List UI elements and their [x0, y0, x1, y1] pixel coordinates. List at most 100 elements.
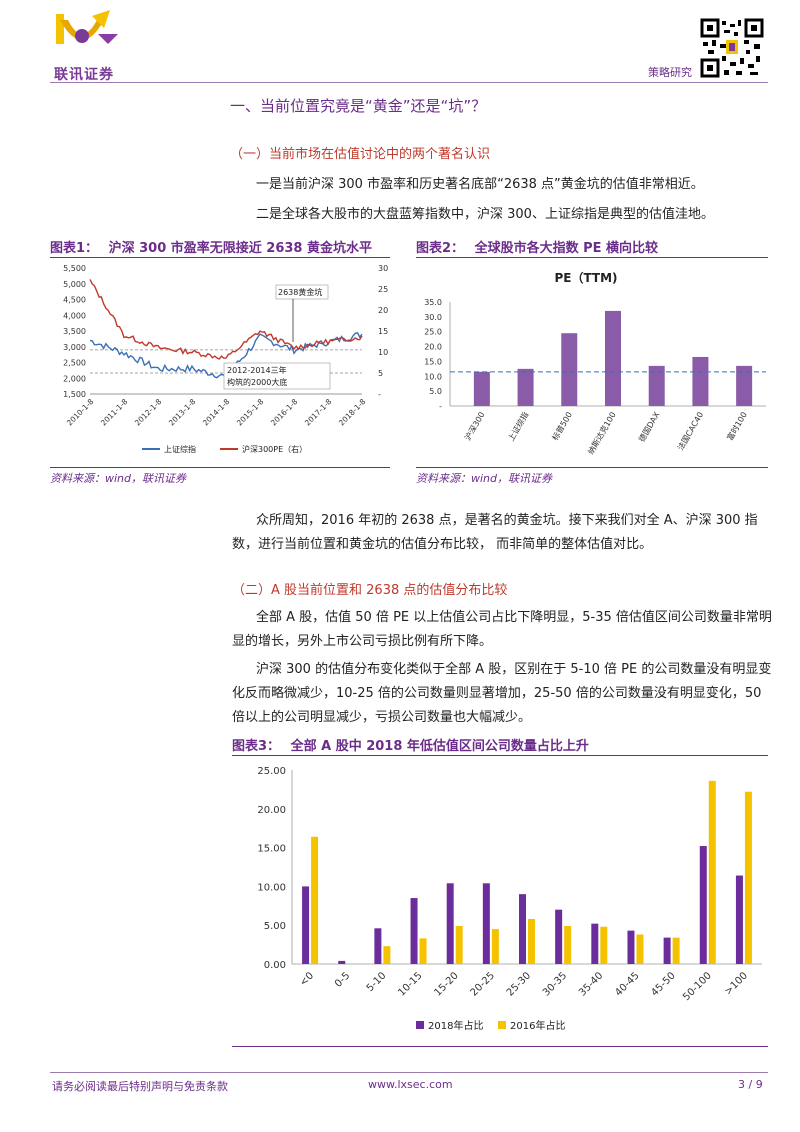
logo-mark-icon: [56, 10, 118, 44]
y-right-tick-label: 30: [378, 264, 388, 273]
bar: [561, 333, 578, 406]
legend-label: 2018年占比: [428, 1019, 483, 1032]
bar-2018: [699, 846, 707, 964]
y-tick-label: 15.0: [424, 357, 442, 366]
bar-2018: [374, 928, 382, 964]
bar-2016: [491, 929, 499, 964]
bar-2016: [636, 934, 644, 964]
paragraph: 全部 A 股，估值 50 倍 PE 以上估值公司占比下降明显，5-35 倍估值区…: [232, 610, 772, 649]
y-right-tick-label: 10: [378, 348, 388, 357]
subsection-title-1: （一）当前市场在估值讨论中的两个著名认识: [230, 147, 491, 162]
x-tick-label: 20-25: [469, 970, 497, 998]
y-tick-label: 5.0: [429, 387, 442, 396]
figure-1-label: 图表1：: [50, 241, 99, 256]
x-tick-label: 30-35: [541, 970, 569, 998]
bar-2018: [446, 883, 454, 964]
bar-2018: [410, 898, 418, 964]
bar-2016: [600, 926, 608, 964]
x-tick-label: 0-5: [333, 970, 352, 989]
figure-3-rule-bottom: [232, 1046, 768, 1047]
footer-disclaimer[interactable]: 请务必阅读最后特别声明与免责条款: [52, 1080, 228, 1093]
y-tick-label: 30.0: [424, 313, 442, 322]
bar-2016: [564, 925, 572, 964]
x-tick-label: 沪深300: [462, 410, 486, 442]
figure-1-source: 资料来源：wind，联讯证券: [50, 472, 187, 485]
y-right-tick-label: 25: [378, 285, 388, 294]
x-tick-label: 富时100: [725, 410, 749, 442]
y-tick-label: 15.00: [257, 844, 286, 855]
bar-2018: [338, 960, 346, 964]
bar-2018: [302, 886, 310, 964]
figure-1-title: 图表1： 沪深 300 市盈率无限接近 2638 黄金坑水平: [50, 237, 372, 256]
y-tick-label: 10.00: [257, 882, 286, 893]
bar-2016: [455, 925, 463, 964]
legend-swatch: [498, 1021, 506, 1029]
y-left-tick-label: 2,500: [63, 359, 86, 368]
figure-3-rule: [232, 755, 768, 756]
y-tick-label: 5.00: [264, 921, 286, 932]
annotation-box: [275, 284, 329, 300]
qr-code-icon: [700, 18, 764, 78]
x-tick-label: 2015-1-8: [235, 397, 266, 428]
y-left-tick-label: 4,000: [63, 311, 86, 320]
bar-2018: [555, 909, 563, 964]
bar-2016: [528, 918, 535, 964]
annotation-box: [223, 362, 331, 390]
figure-2-rule-bottom: [416, 467, 768, 468]
bar-2016: [383, 946, 391, 964]
y-tick-label: 20.0: [424, 343, 442, 352]
bar: [605, 310, 621, 406]
bar: [736, 365, 753, 406]
chart-title: PE（TTM): [554, 270, 617, 285]
x-tick-label: 45-50: [649, 970, 677, 998]
paragraph: 沪深 300 的估值分布变化类似于全部 A 股，区别在于 5-10 倍 PE 的…: [232, 662, 772, 725]
x-tick-label: 2018-1-8: [337, 397, 368, 428]
bar-2018: [663, 937, 671, 964]
y-left-tick-label: 5,000: [63, 280, 86, 289]
x-tick-label: <0: [298, 970, 316, 988]
logo: [52, 10, 122, 65]
legend-label: 2016年占比: [510, 1019, 565, 1032]
x-tick-label: 2010-1-8: [65, 397, 96, 428]
y-tick-label: 35.0: [424, 298, 442, 307]
x-tick-label: 50-100: [681, 970, 714, 1003]
figure-1-caption: 沪深 300 市盈率无限接近 2638 黄金坑水平: [108, 241, 372, 256]
figure-2-caption: 全球股市各大指数 PE 横向比较: [474, 241, 659, 256]
legend-swatch: [416, 1021, 424, 1029]
footer-divider: [50, 1072, 768, 1073]
bar-2018: [591, 923, 599, 964]
figure-2-rule: [416, 257, 768, 258]
figure-1-rule: [50, 257, 390, 258]
figure-1-chart: 5,500 5,000 4,500 4,000 3,500 3,000 2,500 2,000…: [50, 260, 390, 465]
x-tick-label: 15-20: [432, 970, 460, 998]
x-tick-label: 2014-1-8: [201, 397, 232, 428]
bar: [517, 368, 534, 406]
bar-2018: [735, 875, 743, 964]
bar-2018: [482, 883, 490, 964]
y-tick-label: 25.0: [424, 328, 442, 337]
x-tick-label: 2016-1-8: [269, 397, 300, 428]
bar-2016: [311, 836, 319, 964]
x-tick-label: 35-40: [577, 970, 605, 998]
y-right-tick-label: 15: [378, 327, 388, 336]
legend-label: 上证综指: [164, 444, 196, 454]
bar-2016: [744, 791, 752, 964]
y-left-tick-label: 4,500: [63, 296, 86, 305]
x-tick-label: 标普500: [550, 410, 574, 442]
footer-url[interactable]: www.lxsec.com: [368, 1078, 453, 1091]
y-left-tick-label: 3,500: [63, 327, 86, 336]
y-tick-label: 25.00: [257, 766, 286, 777]
y-tick-label: -: [439, 402, 442, 411]
x-tick-label: 40-45: [613, 970, 641, 998]
series-line-hs300-pe: [89, 279, 363, 360]
y-tick-label: 20.00: [257, 805, 286, 816]
figure-2-label: 图表2：: [416, 241, 465, 256]
paragraph: 二是全球各大股市的大盘蓝筹指数中，沪深 300、上证综指是典型的估值洼地。: [256, 207, 714, 222]
logo-text: 联讯证券: [54, 67, 114, 83]
x-tick-label: >100: [723, 970, 750, 997]
y-left-tick-label: 1,500: [63, 390, 86, 399]
figure-2-chart: PE（TTM) 35.0 30.0 25.0 20.0 15.0 10.0 5.0 - 沪深300…: [416, 260, 768, 465]
bar-2016: [419, 938, 427, 964]
legend-label: 沪深300PE（右）: [242, 444, 307, 454]
bar: [692, 356, 709, 406]
